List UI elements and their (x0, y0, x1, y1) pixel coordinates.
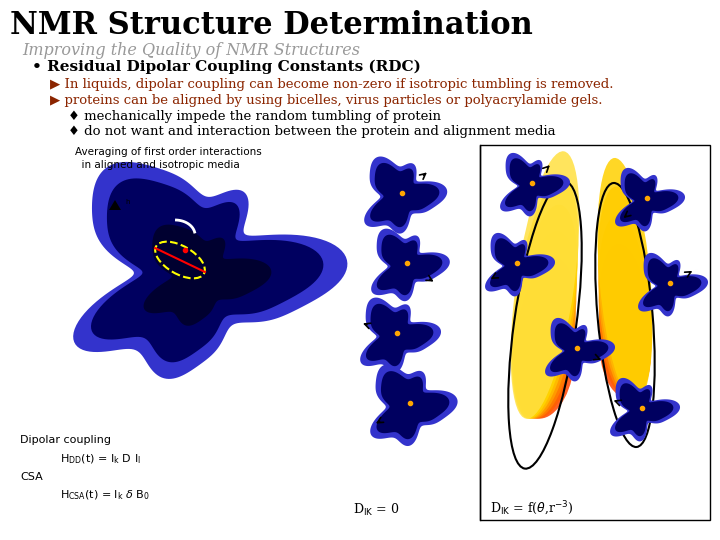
Ellipse shape (598, 187, 652, 401)
Polygon shape (377, 235, 442, 295)
Ellipse shape (599, 244, 652, 400)
Ellipse shape (512, 178, 578, 418)
Polygon shape (638, 253, 708, 316)
Text: D$_{\rm IK}$ = 0: D$_{\rm IK}$ = 0 (353, 502, 400, 518)
Text: NMR Structure Determination: NMR Structure Determination (10, 10, 533, 41)
Polygon shape (643, 258, 701, 311)
Text: ♦ mechanically impede the random tumbling of protein: ♦ mechanically impede the random tumblin… (68, 110, 441, 123)
Polygon shape (377, 371, 449, 439)
Polygon shape (371, 228, 450, 301)
Text: D$_{\rm IK}$ = f($\theta$,r$^{-3}$): D$_{\rm IK}$ = f($\theta$,r$^{-3}$) (490, 500, 574, 518)
Bar (10, 140, 710, 525)
Polygon shape (615, 168, 685, 232)
Polygon shape (550, 323, 608, 376)
Polygon shape (500, 153, 570, 217)
Ellipse shape (513, 231, 577, 418)
Ellipse shape (598, 158, 652, 402)
Text: Dipolar coupling: Dipolar coupling (20, 435, 111, 445)
Polygon shape (370, 364, 458, 446)
Polygon shape (143, 225, 271, 326)
Text: Averaging of first order interactions
  in aligned and isotropic media: Averaging of first order interactions in… (75, 147, 262, 170)
Polygon shape (545, 318, 615, 381)
Polygon shape (91, 178, 323, 362)
Text: CSA: CSA (20, 472, 42, 482)
Ellipse shape (510, 151, 580, 418)
Ellipse shape (513, 205, 577, 418)
Ellipse shape (514, 258, 576, 418)
Polygon shape (485, 233, 555, 296)
Ellipse shape (599, 273, 651, 400)
Text: h: h (125, 199, 130, 205)
Ellipse shape (599, 301, 651, 399)
Ellipse shape (598, 215, 652, 401)
Polygon shape (360, 298, 441, 373)
Ellipse shape (515, 285, 575, 418)
Ellipse shape (516, 312, 575, 418)
Polygon shape (620, 173, 678, 226)
Polygon shape (366, 304, 433, 366)
Polygon shape (490, 238, 549, 291)
Text: ♦ do not want and interaction between the protein and alignment media: ♦ do not want and interaction between th… (68, 125, 556, 138)
Text: ▶ proteins can be aligned by using bicelles, virus particles or polyacrylamide g: ▶ proteins can be aligned by using bicel… (50, 94, 603, 107)
Polygon shape (364, 157, 447, 234)
Text: H$_{\rm CSA}$(t) = I$_{\rm k}$ $\delta$ B$_{\rm 0}$: H$_{\rm CSA}$(t) = I$_{\rm k}$ $\delta$ … (60, 488, 150, 502)
Polygon shape (615, 383, 673, 436)
Text: • Residual Dipolar Coupling Constants (RDC): • Residual Dipolar Coupling Constants (R… (32, 60, 421, 75)
Polygon shape (109, 200, 121, 210)
Polygon shape (73, 162, 348, 379)
Text: H$_{\rm DD}$(t) = I$_{\rm k}$ D I$_{\rm l}$: H$_{\rm DD}$(t) = I$_{\rm k}$ D I$_{\rm … (60, 452, 141, 465)
Polygon shape (505, 158, 563, 211)
Polygon shape (610, 378, 680, 441)
Text: Improving the Quality of NMR Structures: Improving the Quality of NMR Structures (22, 42, 360, 59)
Bar (480, 145, 710, 520)
Polygon shape (370, 163, 439, 227)
Text: ▶ In liquids, dipolar coupling can become non-zero if isotropic tumbling is remo: ▶ In liquids, dipolar coupling can becom… (50, 78, 613, 91)
